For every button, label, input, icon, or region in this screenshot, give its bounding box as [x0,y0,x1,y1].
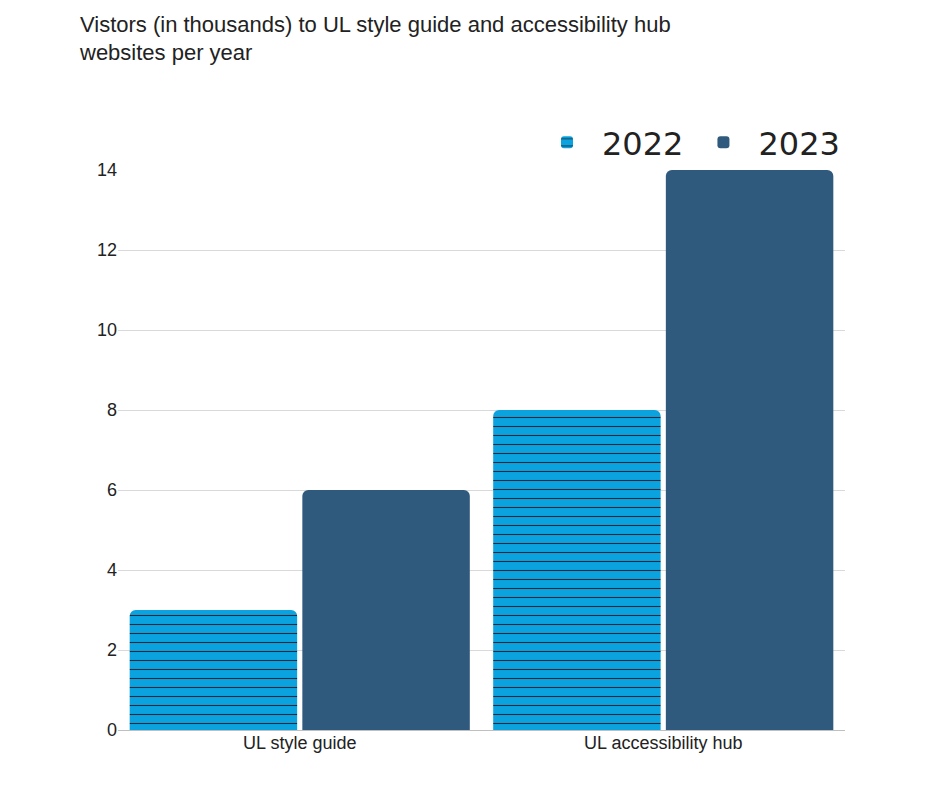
svg-text:0: 0 [107,720,117,740]
svg-text:2022: 2022 [602,125,683,163]
svg-text:8: 8 [107,400,117,420]
svg-text:Vistors (in thousands) to UL s: Vistors (in thousands) to UL style guide… [79,12,671,66]
svg-text:6: 6 [107,480,117,500]
svg-text:UL accessibility hub: UL accessibility hub [584,733,742,753]
svg-text:12: 12 [97,240,117,260]
svg-text:10: 10 [97,320,117,340]
svg-text:UL style guide: UL style guide [243,733,356,753]
svg-text:2: 2 [107,640,117,660]
svg-text:2023: 2023 [758,125,839,163]
svg-text:4: 4 [107,560,117,580]
svg-text:14: 14 [97,160,117,180]
